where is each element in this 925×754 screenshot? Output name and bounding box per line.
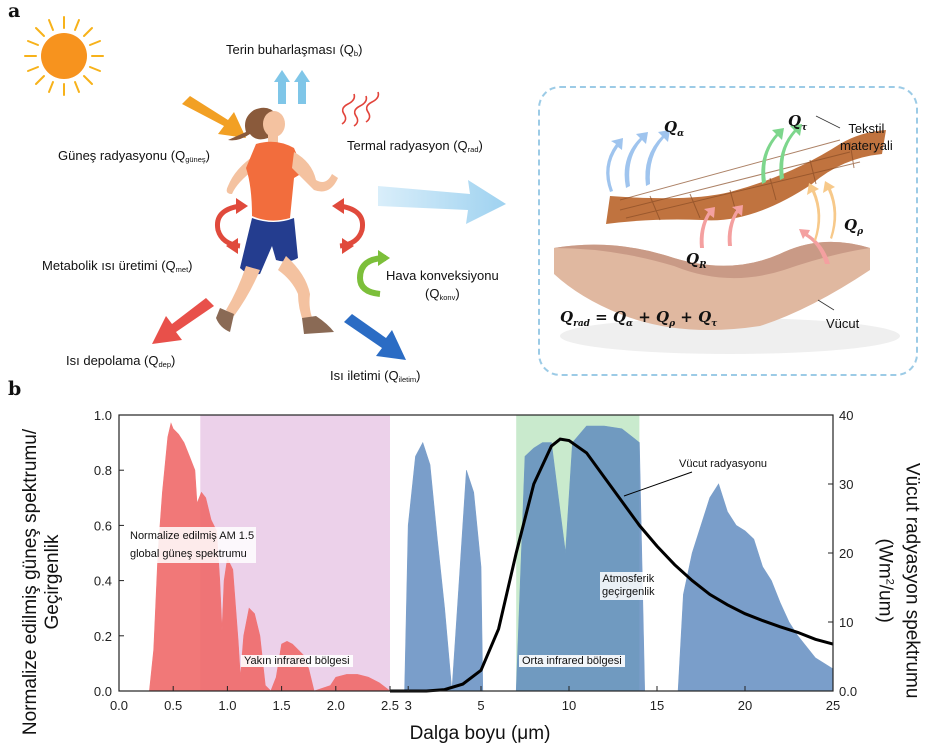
x-tick-label: 2.0 bbox=[327, 698, 345, 713]
label-metabolic: Metabolik ısı üretimi (Qmet) bbox=[42, 258, 193, 274]
inset-equation: Qrad = Qα + Qρ + Qτ bbox=[560, 308, 718, 329]
x-tick-label: 0.0 bbox=[110, 698, 128, 713]
annotation-mir: Orta infrared bölgesi bbox=[519, 655, 625, 667]
evaporation-arrows-icon bbox=[274, 70, 310, 104]
solar-arrow-icon bbox=[182, 96, 246, 138]
conduction-arrow-icon bbox=[344, 314, 406, 360]
y2-tick-label: 30 bbox=[839, 477, 853, 492]
panel-a-letter: a bbox=[8, 0, 21, 22]
textile-inset bbox=[538, 86, 918, 376]
y-tick-label: 0.2 bbox=[94, 629, 112, 644]
x-tick-label: 5 bbox=[477, 698, 484, 713]
series-atmospheric-transmittance bbox=[404, 425, 834, 692]
y2-tick-label: 10 bbox=[839, 615, 853, 630]
label-conduction: Isı iletimi (Qiletim) bbox=[330, 368, 421, 384]
x-tick-label: 2.5 bbox=[381, 698, 399, 713]
panel-b-letter: b bbox=[8, 378, 22, 400]
y-tick-label: 0.6 bbox=[94, 518, 112, 533]
x-tick-label: 20 bbox=[738, 698, 752, 713]
sun-icon bbox=[24, 16, 104, 96]
label-body: Vücut bbox=[826, 316, 860, 331]
label-storage: Isı depolama (Qdep) bbox=[66, 353, 176, 369]
x-tick-label: 0.5 bbox=[164, 698, 182, 713]
label-textile-material: Tekstil materyali bbox=[840, 121, 893, 153]
y-tick-label: 0.8 bbox=[94, 463, 112, 478]
y2-tick-label: 40 bbox=[839, 408, 853, 423]
annotation-solar: Normalize edilmiş AM 1.5 global güneş sp… bbox=[128, 527, 257, 563]
label-convection: Hava konveksiyonu (Qkonv) bbox=[386, 268, 499, 302]
y2-tick-label: 20 bbox=[839, 546, 853, 561]
label-q-alpha: Qα bbox=[664, 118, 685, 139]
thermal-radiation-icon bbox=[341, 91, 380, 127]
x-tick-label: 3 bbox=[405, 698, 412, 713]
series-body-radiation bbox=[390, 437, 834, 693]
zoom-arrow-icon bbox=[378, 180, 506, 224]
x-tick-label: 15 bbox=[650, 698, 664, 713]
label-q-r: QR bbox=[686, 250, 707, 271]
x-tick-label: 1.0 bbox=[218, 698, 236, 713]
label-solar: Güneş radyasyonu (Qgüneş) bbox=[58, 148, 210, 164]
x-tick-label: 25 bbox=[826, 698, 840, 713]
label-evaporation: Terin buharlaşması (Qb) bbox=[226, 42, 363, 58]
y2-tick-label: 0.0 bbox=[839, 684, 857, 699]
x-tick-label: 10 bbox=[562, 698, 576, 713]
label-q-tau: Qτ bbox=[788, 112, 808, 133]
series-solar-spectrum bbox=[149, 422, 391, 692]
metabolic-arrows-icon bbox=[214, 198, 366, 254]
annotation-body: Vücut radyasyonu bbox=[676, 458, 771, 470]
annotation-atm: Atmosferik geçirgenlik bbox=[600, 572, 657, 600]
y-tick-label: 1.0 bbox=[94, 408, 112, 423]
textile-inset-drawing bbox=[554, 115, 900, 354]
storage-arrow-icon bbox=[152, 298, 214, 344]
annotation-nir: Yakın infrared bölgesi bbox=[241, 655, 353, 667]
y-tick-label: 0.4 bbox=[94, 574, 112, 589]
convection-arrow-icon bbox=[356, 250, 390, 297]
x-axis-title: Dalga boyu (μm) bbox=[409, 723, 551, 744]
runner-figure bbox=[216, 107, 338, 334]
label-thermal: Termal radyasyon (Qrad) bbox=[347, 138, 483, 154]
annotation-body-leader bbox=[623, 471, 693, 497]
x-tick-label: 1.5 bbox=[273, 698, 291, 713]
label-q-rho: Qρ bbox=[844, 216, 864, 237]
y-tick-label: 0.0 bbox=[94, 684, 112, 699]
